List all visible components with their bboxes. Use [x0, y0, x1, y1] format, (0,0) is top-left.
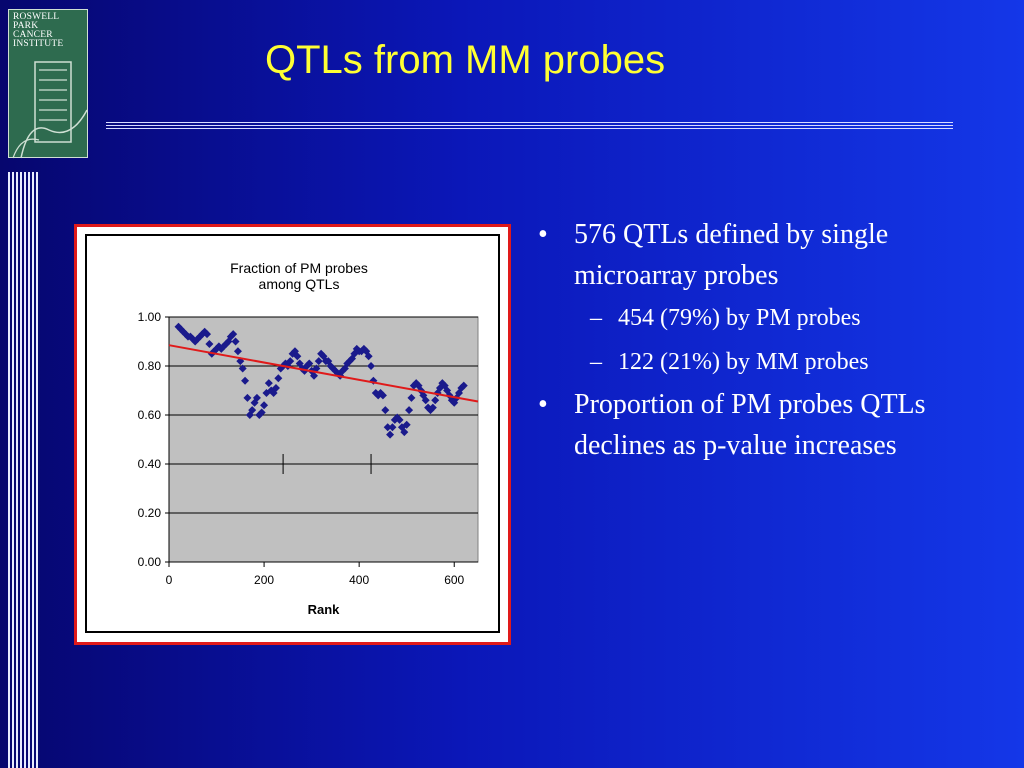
data-point [243, 393, 252, 402]
data-point [324, 357, 333, 366]
bullet-item: • Proportion of PM probes QTLs declines … [538, 384, 978, 466]
data-point [459, 381, 468, 390]
data-point [233, 347, 242, 356]
bullet-list: • 576 QTLs defined by single microarray … [538, 214, 978, 466]
x-tick-label: 400 [349, 573, 369, 587]
slide-title: QTLs from MM probes [265, 38, 666, 82]
chart-title: among QTLs [259, 276, 340, 292]
data-point [371, 388, 380, 397]
data-point [352, 344, 361, 353]
y-tick-label: 1.00 [138, 310, 162, 324]
logo-text: ROSWELL PARK CANCER INSTITUTE [13, 12, 64, 49]
y-tick-label: 0.40 [138, 457, 162, 471]
chart-area: 0.00 0.20 0.40 0.60 0.80 1.00 0 200 400 600 Fracti… [85, 234, 500, 633]
x-axis-label: Rank [308, 602, 341, 617]
data-point [271, 384, 280, 393]
data-point [393, 413, 402, 422]
decorative-stripes [8, 172, 38, 768]
data-point [309, 371, 318, 380]
data-point [348, 354, 357, 363]
x-tick-label: 600 [444, 573, 464, 587]
chart-title: Fraction of PM probes [230, 260, 368, 276]
data-point [293, 352, 302, 361]
y-tick-label: 0.60 [138, 408, 162, 422]
data-point [252, 393, 261, 402]
data-point [378, 391, 387, 400]
data-point [400, 428, 409, 437]
y-tick-label: 0.20 [138, 506, 162, 520]
data-point [407, 393, 416, 402]
bullet-dot-icon: • [538, 389, 548, 420]
bullet-dot-icon: • [538, 219, 548, 250]
data-point [305, 359, 314, 368]
data-point [238, 364, 247, 373]
data-point [219, 342, 228, 351]
data-point [386, 430, 395, 439]
data-point [329, 364, 338, 373]
data-point [231, 337, 240, 346]
trend-line [168, 344, 479, 403]
x-tick-label: 200 [254, 573, 274, 587]
chart-frame: 0.00 0.20 0.40 0.60 0.80 1.00 0 200 400 600 Fracti… [74, 224, 511, 645]
data-point [286, 357, 295, 366]
data-point [431, 396, 440, 405]
data-point [314, 357, 323, 366]
data-point [260, 401, 269, 410]
data-point [229, 330, 238, 339]
title-divider [106, 122, 953, 131]
dash-icon: – [590, 349, 602, 375]
bullet-text: Proportion of PM probes QTLs declines as… [574, 389, 926, 461]
bullet-item: • 576 QTLs defined by single microarray … [538, 214, 978, 296]
data-point [267, 386, 276, 395]
data-point [457, 384, 466, 393]
data-point [381, 406, 390, 415]
sub-bullet-text: 122 (21%) by MM probes [618, 349, 869, 375]
institute-logo: ROSWELL PARK CANCER INSTITUTE [8, 9, 88, 159]
data-point [405, 406, 414, 415]
data-point [357, 347, 366, 356]
data-point [257, 408, 266, 417]
data-point [203, 330, 212, 339]
x-tick-label: 0 [166, 573, 173, 587]
data-point [435, 384, 444, 393]
y-tick-label: 0.80 [138, 359, 162, 373]
data-point [264, 379, 273, 388]
scatter-chart: 0.00 0.20 0.40 0.60 0.80 1.00 0 200 400 600 Fracti… [138, 260, 479, 617]
data-point [364, 352, 373, 361]
data-point [376, 388, 385, 397]
dash-icon: – [590, 305, 602, 331]
data-point [388, 423, 397, 432]
data-point [312, 364, 321, 373]
sub-bullet-text: 454 (79%) by PM probes [618, 305, 861, 331]
data-point [248, 406, 257, 415]
data-point [421, 396, 430, 405]
data-point [241, 376, 250, 385]
data-point [383, 423, 392, 432]
data-point [200, 327, 209, 336]
data-point [395, 415, 404, 424]
data-point [359, 344, 368, 353]
data-point [319, 352, 328, 361]
sub-bullet-item: – 454 (79%) by PM probes [538, 296, 978, 340]
data-point [369, 376, 378, 385]
data-point [179, 327, 188, 336]
data-point [402, 420, 411, 429]
data-point [343, 359, 352, 368]
y-tick-label: 0.00 [138, 555, 162, 569]
data-point [274, 374, 283, 383]
data-point [193, 335, 202, 344]
data-point [367, 362, 376, 370]
data-point [428, 403, 437, 412]
bullet-text: 576 QTLs defined by single microarray pr… [574, 219, 889, 291]
data-point [205, 339, 214, 348]
sub-bullet-item: – 122 (21%) by MM probes [538, 340, 978, 384]
building-icon [12, 61, 88, 159]
